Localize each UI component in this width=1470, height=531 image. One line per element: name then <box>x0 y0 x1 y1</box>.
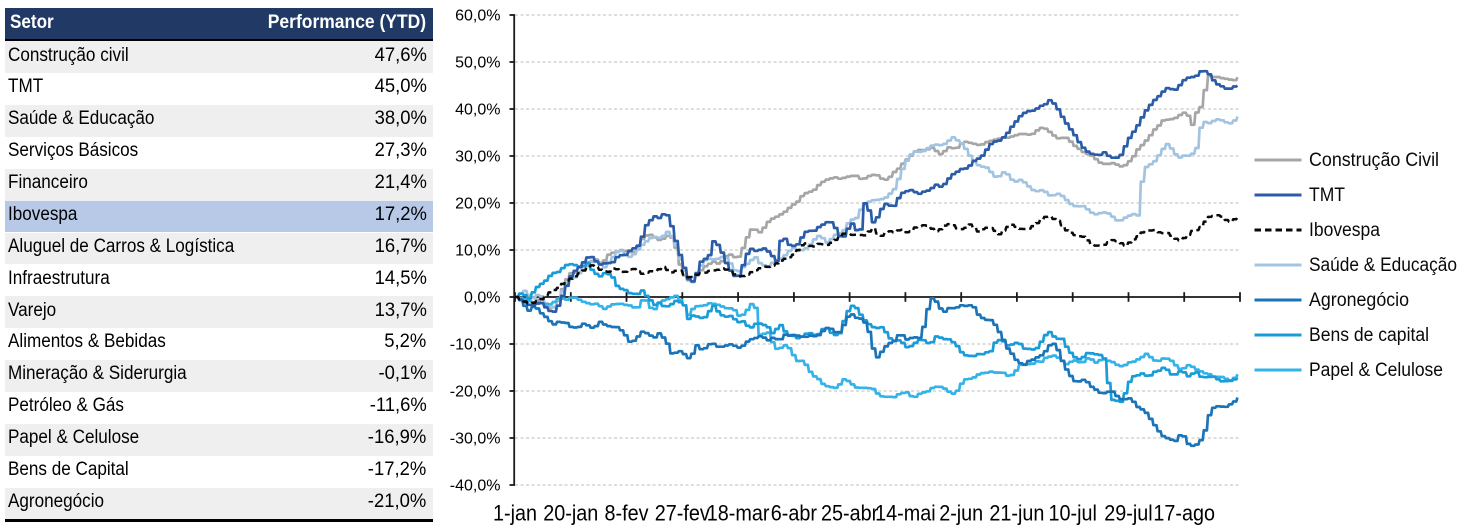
svg-text:25-abr: 25-abr <box>821 501 878 526</box>
svg-text:-30,0%: -30,0% <box>450 431 501 448</box>
svg-text:20-jan: 20-jan <box>543 501 598 526</box>
svg-text:17-ago: 17-ago <box>1153 501 1215 526</box>
svg-text:20,0%: 20,0% <box>455 196 500 213</box>
svg-text:60,0%: 60,0% <box>455 8 500 25</box>
svg-text:-40,0%: -40,0% <box>450 478 501 495</box>
svg-text:6-abr: 6-abr <box>771 501 817 526</box>
svg-text:0,0%: 0,0% <box>464 290 500 307</box>
svg-text:2-jun: 2-jun <box>939 501 983 526</box>
svg-text:Bens de capital: Bens de capital <box>1309 325 1429 346</box>
svg-text:14-mai: 14-mai <box>875 501 936 526</box>
svg-text:Ibovespa: Ibovespa <box>1309 220 1380 241</box>
svg-text:50,0%: 50,0% <box>455 55 500 72</box>
svg-text:Papel & Celulose: Papel & Celulose <box>1309 360 1443 381</box>
svg-text:TMT: TMT <box>1309 185 1345 206</box>
svg-text:29-jul: 29-jul <box>1104 501 1152 526</box>
svg-text:10-jul: 10-jul <box>1049 501 1097 526</box>
svg-text:8-fev: 8-fev <box>605 501 649 526</box>
svg-text:-10,0%: -10,0% <box>450 337 501 354</box>
svg-text:21-jun: 21-jun <box>989 501 1044 526</box>
svg-text:-20,0%: -20,0% <box>450 384 501 401</box>
svg-text:10,0%: 10,0% <box>455 243 500 260</box>
svg-text:Saúde & Educação: Saúde & Educação <box>1309 255 1457 276</box>
svg-text:Construção Civil: Construção Civil <box>1309 150 1439 171</box>
svg-text:18-mar: 18-mar <box>707 501 770 526</box>
svg-text:40,0%: 40,0% <box>455 102 500 119</box>
svg-text:1-jan: 1-jan <box>493 501 537 526</box>
svg-text:27-fev: 27-fev <box>655 501 710 526</box>
svg-text:Agronegócio: Agronegócio <box>1309 290 1409 311</box>
svg-text:30,0%: 30,0% <box>455 149 500 166</box>
